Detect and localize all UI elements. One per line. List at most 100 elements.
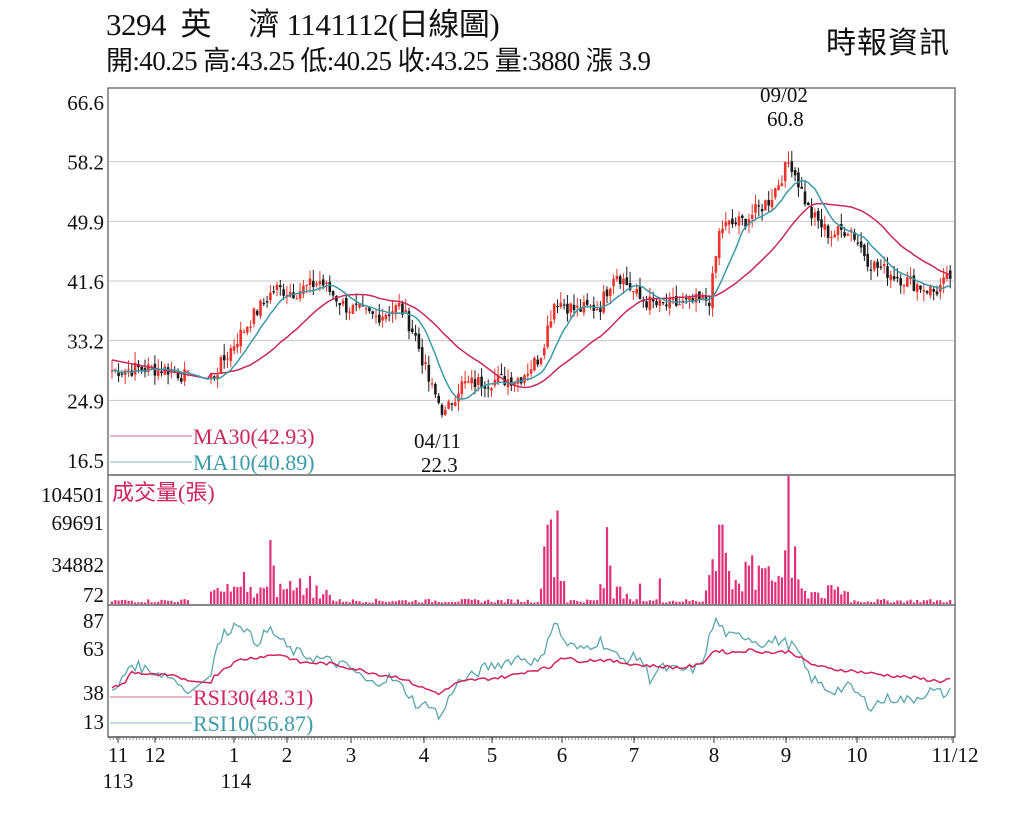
volume-bar: [576, 601, 579, 604]
volume-bar: [820, 597, 823, 604]
volume-bar: [757, 565, 760, 604]
volume-bar: [473, 599, 477, 604]
volume-bar: [365, 601, 368, 604]
volume-bar: [236, 587, 239, 604]
volume-bar: [503, 602, 506, 604]
volume-bar: [183, 599, 186, 604]
volume-bar: [823, 598, 826, 604]
volume-bar: [450, 602, 453, 604]
volume-bar: [731, 589, 734, 604]
price-tick-label: 41.6: [67, 270, 104, 294]
volume-bar: [480, 602, 483, 604]
ma10-line: [111, 179, 951, 400]
volume-bar: [846, 591, 849, 604]
x-tick-label: 11: [108, 743, 128, 767]
volume-bar: [797, 579, 800, 604]
volume-bar: [216, 587, 219, 604]
volume-bar: [143, 602, 147, 604]
volume-bar: [219, 591, 222, 604]
volume-bar: [582, 602, 585, 604]
volume-bar: [787, 476, 790, 604]
volume-bar: [117, 600, 120, 604]
volume-bar: [652, 600, 655, 604]
volume-bar: [605, 527, 609, 604]
volume-bar: [358, 601, 361, 604]
volume-bar: [596, 600, 599, 604]
price-panel: 66.6 58.2 49.9 41.6 33.2 24.9 16.5 MA30(42.93)…: [67, 83, 956, 477]
rsi-tick-label: 13: [83, 710, 104, 734]
volume-bar: [586, 599, 589, 604]
volume-bar: [536, 601, 539, 604]
x-tick-label: 11/12: [931, 743, 978, 767]
price-tick-label: 33.2: [67, 330, 104, 354]
volume-bar: [176, 602, 180, 604]
volume-bar: [114, 600, 117, 604]
volume-bar: [945, 602, 948, 604]
high-value-annotation: 60.8: [767, 107, 804, 131]
x-year-label: 114: [221, 769, 252, 793]
volume-bar: [886, 600, 889, 604]
rsi-panel: 87 63 38 13 RSI30(48.31) RSI10(56.87): [83, 604, 956, 738]
volume-bar: [209, 591, 213, 604]
volume-bar: [272, 565, 275, 604]
volume-bar: [860, 602, 863, 604]
volume-bar: [110, 601, 114, 604]
volume-bar: [665, 602, 668, 604]
x-year-label: 113: [103, 769, 134, 793]
volume-bar: [328, 594, 331, 604]
volume-bar: [728, 571, 731, 604]
volume-bar: [256, 593, 259, 604]
volume-bar: [348, 602, 351, 604]
volume-bar: [929, 599, 932, 604]
volume-bar: [127, 600, 130, 604]
volume-bar: [813, 592, 816, 604]
volume-bar: [460, 599, 463, 604]
ma30-line: [111, 202, 951, 389]
volume-bar: [671, 600, 675, 604]
volume-bar: [414, 599, 417, 604]
volume-bar: [411, 601, 414, 604]
volume-bar: [546, 524, 549, 604]
volume-bar: [711, 559, 714, 604]
volume-bar: [602, 588, 605, 604]
volume-bar: [770, 580, 774, 604]
volume-bar: [784, 550, 787, 604]
low-date-annotation: 04/11: [414, 429, 461, 453]
volume-bar: [708, 575, 711, 604]
volume-bar: [249, 586, 252, 604]
volume-bar: [635, 599, 638, 604]
x-tick-label: 12: [145, 743, 166, 767]
volume-bar: [394, 601, 397, 604]
volume-bar: [124, 599, 127, 604]
volume-bar: [153, 602, 156, 604]
volume-bar: [906, 600, 909, 604]
volume-title: 成交量(張): [112, 480, 215, 505]
volume-bar: [840, 594, 843, 604]
volume-bar: [695, 601, 698, 604]
volume-bar: [510, 599, 513, 604]
volume-bar: [500, 600, 503, 604]
volume-bar: [919, 602, 922, 604]
volume-bar: [371, 602, 374, 604]
volume-bar: [404, 600, 407, 604]
volume-bar: [721, 524, 724, 604]
ma10-legend: MA10(40.89): [193, 450, 315, 475]
volume-bar: [761, 568, 764, 604]
volume-bar: [186, 600, 189, 604]
volume-bar: [681, 601, 684, 604]
volume-bar: [612, 598, 615, 604]
volume-bar: [520, 602, 523, 604]
volume-bar: [883, 598, 886, 604]
volume-bar: [424, 599, 427, 604]
volume-bar: [368, 602, 371, 604]
volume-bar: [744, 561, 747, 604]
volume-bar: [312, 597, 315, 604]
volume-bar: [308, 575, 312, 604]
volume-bar: [398, 600, 401, 604]
volume-bar: [658, 578, 661, 604]
volume-bar: [569, 600, 572, 604]
volume-bar: [589, 600, 592, 604]
volume-bar: [483, 600, 486, 604]
volume-bar: [490, 601, 493, 604]
